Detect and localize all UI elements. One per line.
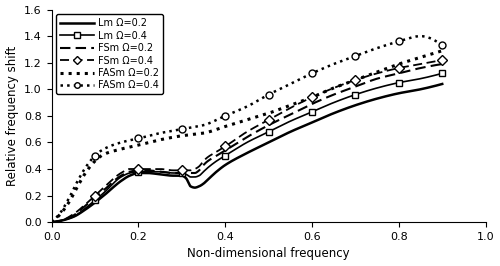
- Y-axis label: Relative frequency shift: Relative frequency shift: [6, 46, 18, 186]
- Legend: Lm Ω=0.2, Lm Ω=0.4, FSm Ω=0.2, FSm Ω=0.4, FASm Ω=0.2, FASm Ω=0.4: Lm Ω=0.2, Lm Ω=0.4, FSm Ω=0.2, FSm Ω=0.4…: [56, 14, 163, 94]
- X-axis label: Non-dimensional frequency: Non-dimensional frequency: [188, 247, 350, 260]
